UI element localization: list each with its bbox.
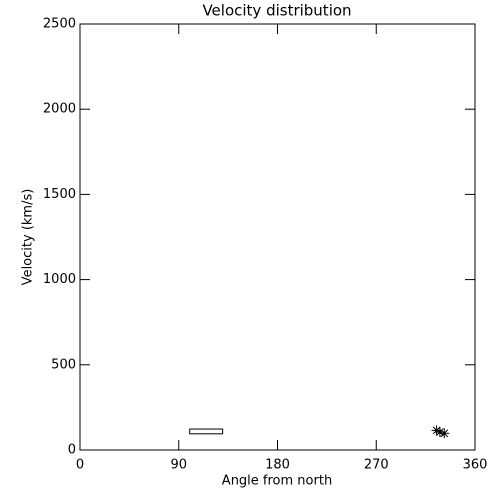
- asterisk-stroke: [440, 429, 449, 438]
- asterisk-stroke: [432, 426, 441, 435]
- x-tick-label: 270: [364, 458, 389, 473]
- y-axis-label: Velocity (km/s): [21, 189, 36, 286]
- plot-frame: [79, 23, 476, 451]
- y-tick-label: 2500: [43, 17, 76, 32]
- y-tick-label: 1500: [43, 187, 76, 202]
- y-tick-label: 500: [51, 357, 76, 372]
- asterisk-stroke: [435, 428, 444, 436]
- y-tick-label: 1000: [43, 272, 76, 287]
- x-tick-label: 180: [265, 458, 290, 473]
- y-tick-label: 0: [68, 443, 76, 458]
- x-tick-label: 360: [463, 458, 488, 473]
- x-tick-label: 0: [76, 458, 84, 473]
- point: [439, 428, 450, 439]
- x-axis-label: Angle from north: [222, 474, 332, 489]
- region-box: [189, 428, 224, 435]
- chart-title: Velocity distribution: [202, 2, 351, 20]
- x-tick-label: 90: [170, 458, 187, 473]
- y-tick-label: 2000: [43, 102, 76, 117]
